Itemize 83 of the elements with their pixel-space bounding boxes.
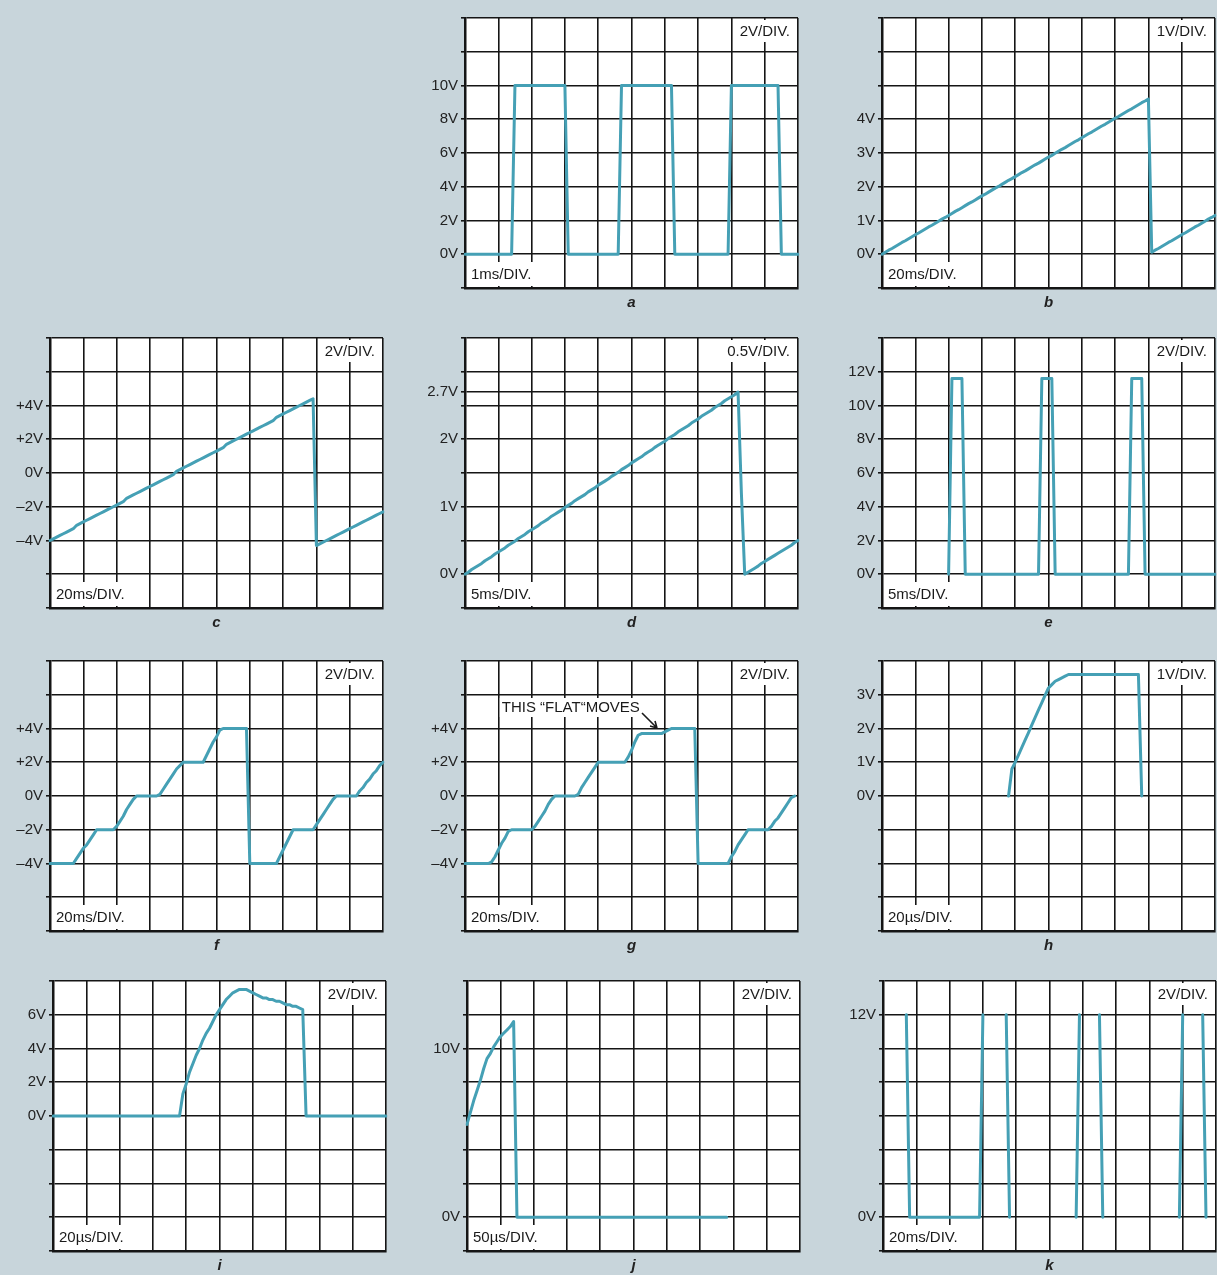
y-tick-label: 2V: [439, 429, 458, 447]
y-tick-label: +4V: [430, 718, 458, 736]
y-tick-label: 2V: [27, 1072, 46, 1090]
y-tick-label: 0V: [857, 1207, 876, 1225]
annotation: 2V/DIV.: [324, 341, 375, 359]
y-tick-label: 4V: [856, 109, 875, 127]
y-tick-label: 1V: [856, 210, 875, 228]
annotation: 5ms/DIV.: [471, 584, 532, 602]
annotation: 20ms/DIV.: [889, 1227, 958, 1245]
x-axis-title: d: [626, 613, 637, 631]
x-axis-title: b: [1043, 293, 1054, 311]
y-tick-label: 2V: [856, 176, 875, 194]
y-tick-label: +4V: [15, 718, 43, 736]
x-axis-title: c: [212, 613, 222, 631]
y-tick-label: 0V: [856, 564, 875, 582]
y-tick-label: 8V: [856, 429, 875, 447]
annotation: 1V/DIV.: [1156, 21, 1207, 39]
y-tick-label: –2V: [16, 496, 43, 514]
annotation: 2V/DIV.: [327, 984, 378, 1002]
annotation: 1V/DIV.: [1156, 664, 1207, 682]
y-tick-label: 6V: [439, 143, 458, 161]
y-tick-label: 4V: [856, 496, 875, 514]
y-tick-label: 0V: [441, 1207, 460, 1225]
y-tick-label: 12V: [848, 361, 875, 379]
y-tick-label: 0V: [856, 786, 875, 804]
y-tick-label: 0V: [24, 463, 43, 481]
annotation: 20ms/DIV.: [56, 907, 125, 925]
y-tick-label: 0V: [439, 564, 458, 582]
y-tick-label: 4V: [439, 176, 458, 194]
x-axis-title: f: [214, 936, 221, 954]
annotation: THIS “FLAT“MOVES: [501, 697, 640, 715]
annotation: 20ms/DIV.: [56, 584, 125, 602]
annotation: 2V/DIV.: [324, 664, 375, 682]
annotation: 5ms/DIV.: [888, 584, 949, 602]
annotation: 1ms/DIV.: [471, 264, 532, 282]
y-tick-label: 10V: [848, 395, 875, 413]
x-axis-title: h: [1043, 936, 1054, 954]
y-tick-label: 0V: [856, 244, 875, 262]
x-axis-title: e: [1044, 613, 1053, 631]
y-tick-label: 0V: [439, 244, 458, 262]
y-tick-label: 1V: [439, 496, 458, 514]
y-tick-label: 6V: [27, 1004, 46, 1022]
y-tick-label: –2V: [16, 819, 43, 837]
y-tick-label: 3V: [856, 143, 875, 161]
x-axis-title: a: [627, 293, 636, 311]
y-tick-label: 2V: [856, 530, 875, 548]
y-tick-label: 4V: [27, 1038, 46, 1056]
y-tick-label: 8V: [439, 109, 458, 127]
y-tick-label: –4V: [16, 853, 43, 871]
x-axis-title: g: [625, 936, 637, 954]
y-tick-label: +2V: [15, 752, 43, 770]
y-tick-label: +2V: [15, 429, 43, 447]
y-tick-label: 0V: [27, 1106, 46, 1124]
y-tick-label: 12V: [849, 1004, 876, 1022]
y-tick-label: 2V: [856, 718, 875, 736]
y-tick-label: 10V: [431, 75, 458, 93]
annotation: 2V/DIV.: [1156, 341, 1207, 359]
annotation: 20µs/DIV.: [59, 1227, 124, 1245]
y-tick-label: –2V: [431, 819, 458, 837]
y-tick-label: 0V: [24, 786, 43, 804]
y-tick-label: 2.7V: [427, 382, 458, 400]
annotation: 2V/DIV.: [739, 664, 790, 682]
x-axis-title: j: [629, 1256, 637, 1274]
annotation: 0.5V/DIV.: [727, 341, 790, 359]
annotation: 2V/DIV.: [1157, 984, 1208, 1002]
y-tick-label: +4V: [15, 395, 43, 413]
y-tick-label: –4V: [431, 853, 458, 871]
y-tick-label: 2V: [439, 210, 458, 228]
y-tick-label: 6V: [856, 463, 875, 481]
annotation: 2V/DIV.: [739, 21, 790, 39]
annotation: 20ms/DIV.: [888, 264, 957, 282]
y-tick-label: 0V: [439, 786, 458, 804]
x-axis-title: k: [1045, 1256, 1055, 1274]
x-axis-title: i: [217, 1256, 223, 1274]
annotation: 20ms/DIV.: [471, 907, 540, 925]
y-tick-label: 3V: [856, 684, 875, 702]
y-tick-label: +2V: [430, 752, 458, 770]
y-tick-label: 10V: [433, 1038, 460, 1056]
annotation: 50µs/DIV.: [473, 1227, 538, 1245]
annotation: 20µs/DIV.: [888, 907, 953, 925]
annotation: 2V/DIV.: [741, 984, 792, 1002]
y-tick-label: 1V: [856, 752, 875, 770]
y-tick-label: –4V: [16, 530, 43, 548]
